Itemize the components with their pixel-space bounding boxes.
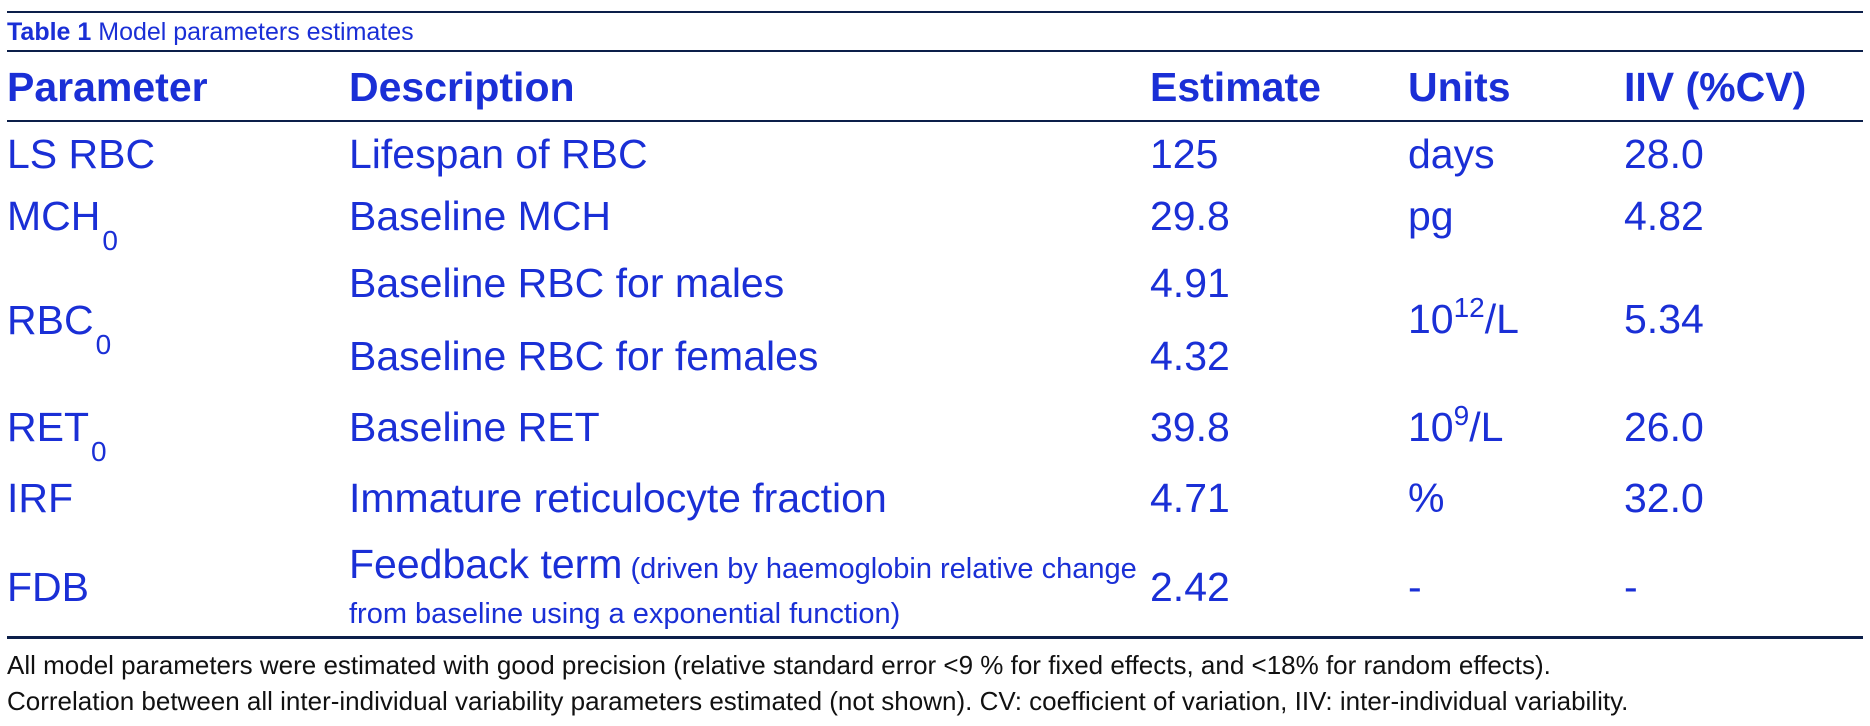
row-rbc0-iiv: 5.34 bbox=[1624, 296, 1704, 342]
row-ls-rbc-param: LS RBC bbox=[7, 131, 156, 177]
row-rbc0-param: RBC0 bbox=[7, 296, 111, 360]
row-rbc0-desc-males: Baseline RBC for males bbox=[349, 260, 785, 306]
row-fdb-param: FDB bbox=[7, 564, 89, 610]
row-fdb-units: - bbox=[1408, 564, 1422, 610]
header-estimate: Estimate bbox=[1150, 64, 1321, 110]
row-mch0-desc: Baseline MCH bbox=[349, 193, 612, 239]
header-parameter: Parameter bbox=[7, 64, 208, 110]
footnote-line-2: Correlation between all inter-individual… bbox=[7, 686, 1629, 716]
table-caption: Table 1 Model parameters estimates bbox=[7, 17, 414, 47]
row-mch0-units: pg bbox=[1408, 193, 1454, 239]
header-units: Units bbox=[1408, 64, 1511, 110]
row-fdb-iiv: - bbox=[1624, 564, 1638, 610]
row-fdb-desc: Feedback term (driven by haemoglobin rel… bbox=[349, 544, 1149, 639]
row-ls-rbc-estimate: 125 bbox=[1150, 131, 1219, 177]
row-ret0-iiv: 26.0 bbox=[1624, 404, 1704, 450]
row-fdb-desc-note: (driven by haemoglobin relative change f… bbox=[349, 553, 1137, 630]
row-rbc0-estimate-females: 4.32 bbox=[1150, 333, 1230, 379]
row-rbc0-param-text: RBC bbox=[7, 297, 94, 343]
row-ret0-param-sub: 0 bbox=[91, 436, 107, 467]
row-ls-rbc-iiv: 28.0 bbox=[1624, 131, 1704, 177]
footnote-line-1: All model parameters were estimated with… bbox=[7, 650, 1551, 680]
row-ls-rbc-units: days bbox=[1408, 131, 1495, 177]
row-mch0-param: MCH0 bbox=[7, 192, 118, 256]
row-mch0-iiv: 4.82 bbox=[1624, 193, 1704, 239]
row-rbc0-units-base: 10 bbox=[1408, 296, 1454, 342]
row-ret0-desc: Baseline RET bbox=[349, 404, 600, 450]
caption-rule bbox=[7, 50, 1863, 52]
row-ls-rbc-desc: Lifespan of RBC bbox=[349, 131, 648, 177]
row-ret0-units: 109/L bbox=[1408, 400, 1504, 456]
row-irf-units: % bbox=[1408, 475, 1445, 521]
row-irf-iiv: 32.0 bbox=[1624, 475, 1704, 521]
table-caption-label: Table 1 bbox=[7, 18, 92, 46]
row-ret0-param-text: RET bbox=[7, 404, 89, 450]
table-caption-text: Model parameters estimates bbox=[91, 18, 414, 46]
top-rule bbox=[7, 11, 1863, 13]
row-rbc0-units-sup: 12 bbox=[1453, 292, 1485, 323]
row-fdb-desc-main: Feedback term bbox=[349, 541, 623, 587]
row-fdb-estimate: 2.42 bbox=[1150, 564, 1230, 610]
header-description: Description bbox=[349, 64, 575, 110]
row-ret0-units-tail: /L bbox=[1469, 404, 1504, 450]
row-rbc0-units: 1012/L bbox=[1408, 292, 1519, 348]
row-rbc0-param-sub: 0 bbox=[95, 329, 112, 360]
row-ret0-param: RET0 bbox=[7, 403, 107, 467]
row-rbc0-units-tail: /L bbox=[1484, 296, 1519, 342]
row-mch0-param-text: MCH bbox=[7, 193, 101, 239]
row-irf-estimate: 4.71 bbox=[1150, 475, 1230, 521]
header-rule bbox=[7, 120, 1863, 122]
row-mch0-param-sub: 0 bbox=[102, 225, 118, 256]
row-ret0-units-sup: 9 bbox=[1453, 400, 1470, 431]
row-ret0-units-base: 10 bbox=[1408, 404, 1454, 450]
row-mch0-estimate: 29.8 bbox=[1150, 193, 1230, 239]
row-irf-param: IRF bbox=[7, 475, 74, 521]
row-rbc0-desc-females: Baseline RBC for females bbox=[349, 333, 819, 379]
bottom-rule bbox=[7, 636, 1863, 639]
header-iiv: IIV (%CV) bbox=[1624, 64, 1807, 110]
row-irf-desc: Immature reticulocyte fraction bbox=[349, 475, 887, 521]
row-ret0-estimate: 39.8 bbox=[1150, 404, 1230, 450]
row-rbc0-estimate-males: 4.91 bbox=[1150, 260, 1230, 306]
